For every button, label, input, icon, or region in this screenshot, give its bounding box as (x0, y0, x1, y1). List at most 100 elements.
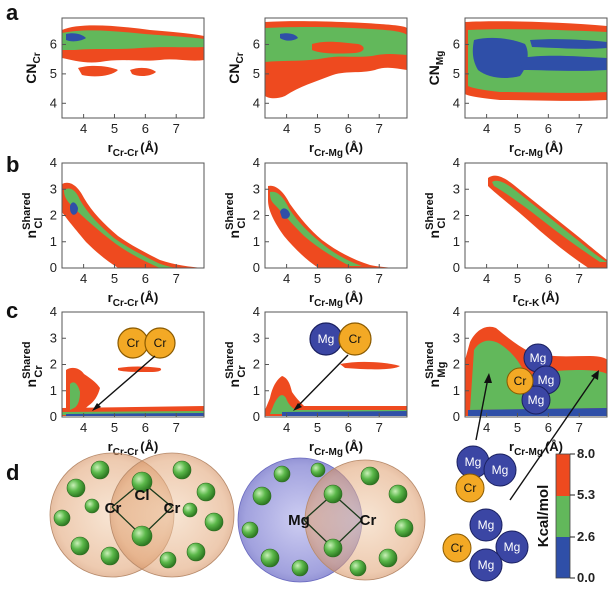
cl-atom-icon (131, 525, 153, 547)
cr-atom-icon (442, 533, 472, 563)
row_b-plot-2-axes: 4 5 6 7 0 1 2 3 4 rCr-K (Å) nSharedCl (424, 155, 583, 309)
y-tick-label: 0 (50, 260, 57, 275)
y-tick-label: 3 (253, 181, 260, 196)
plot-a-cn-mg-vs-r-cr-mg (464, 17, 608, 119)
x-tick-label: 6 (345, 121, 352, 136)
y-tick-label: 3 (253, 330, 260, 345)
cl-atom-icon (388, 484, 408, 504)
cr-label: Cr (164, 500, 181, 517)
x-tick-label: 7 (376, 420, 383, 435)
y-axis-label: nSharedCl (424, 193, 448, 239)
x-tick-label: 4 (283, 420, 290, 435)
x-tick-label: 4 (483, 420, 490, 435)
y-axis-label: CNCr (23, 52, 43, 83)
cl-atom-icon (349, 559, 367, 577)
y-tick-label: 2 (253, 208, 260, 223)
row_c-plot-1-axes: 4 5 6 7 0 1 2 3 4 rCr-Mg (Å) nSharedCr (224, 304, 383, 458)
pointer-arrow (475, 377, 489, 441)
pointer-arrow (94, 355, 156, 409)
panel-d-cr-cr-structure: Cl Cr Cr (49, 452, 235, 578)
plot-a-cn-cr-vs-r-cr-cr (61, 17, 205, 119)
x-tick-label: 6 (345, 420, 352, 435)
x-tick-label: 5 (514, 121, 521, 136)
y-tick-label: 5 (453, 66, 460, 81)
x-tick-label: 4 (80, 271, 87, 286)
cl-atom-icon (204, 512, 224, 532)
x-tick-label: 5 (111, 271, 118, 286)
y-tick-label: 0 (453, 409, 460, 424)
x-tick-label: 5 (111, 121, 118, 136)
cl-atom-icon (182, 502, 198, 518)
y-tick-label: 3 (453, 181, 460, 196)
cr-label: Cr (127, 336, 140, 350)
cl-atom-icon (394, 518, 414, 538)
y-tick-label: 4 (253, 155, 260, 170)
y-tick-label: 0 (253, 260, 260, 275)
inset-mg-cr-pair: Mg Cr (293, 322, 372, 411)
x-tick-label: 4 (483, 121, 490, 136)
mg-atom-icon (521, 385, 551, 415)
colorbar-tick-2-6: 2.6 (577, 529, 595, 544)
y-tick-label: 2 (50, 357, 57, 372)
cl-atom-icon (159, 551, 177, 569)
x-tick-label: 7 (173, 271, 180, 286)
cr-atom-icon (144, 327, 176, 359)
mg-label: Mg (538, 373, 555, 387)
colorbar-tick-0: 0.0 (577, 570, 595, 585)
cl-atom-icon (323, 484, 343, 504)
y-axis-label: nSharedCr (224, 342, 248, 388)
mg-label: Mg (288, 512, 310, 529)
panel-d-mg-cr-structure: Mg Cr (237, 457, 426, 583)
cl-atom-icon (66, 478, 86, 498)
y-tick-label: 3 (453, 330, 460, 345)
y-tick-label: 2 (453, 357, 460, 372)
y-tick-label: 1 (50, 383, 57, 398)
y-tick-label: 1 (50, 234, 57, 249)
y-tick-label: 6 (50, 36, 57, 51)
y-tick-label: 4 (50, 95, 57, 110)
y-axis-label: nSharedCl (21, 193, 45, 239)
y-tick-label: 2 (253, 357, 260, 372)
x-axis-label: rCr-Mg (Å) (309, 290, 363, 309)
x-tick-label: 6 (545, 420, 552, 435)
pointer-arrow (295, 354, 349, 409)
plot-b-nshared-cl-vs-r-cr-cr (61, 162, 205, 269)
y-tick-label: 2 (453, 208, 460, 223)
colorbar: 8.0 5.3 2.6 0.0 Kcal/mol (535, 446, 595, 585)
cl-atom-icon (196, 482, 216, 502)
mg-label: Mg (504, 540, 521, 554)
x-tick-label: 4 (483, 271, 490, 286)
y-tick-label: 3 (50, 181, 57, 196)
x-axis-label: rCr-Mg (Å) (509, 140, 563, 159)
mg-label: Mg (465, 455, 482, 469)
y-tick-label: 5 (50, 66, 57, 81)
y-tick-label: 4 (50, 304, 57, 319)
cr-label: Cr (360, 512, 377, 529)
inset-cr-cr-pair: Cr Cr (92, 327, 176, 411)
row_b-plot-0-axes: 4 5 6 7 0 1 2 3 4 rCr-Cr (Å) nSharedCl (21, 155, 180, 309)
cl-atom-icon (360, 466, 380, 486)
x-tick-label: 4 (80, 420, 87, 435)
cl-atom-icon (291, 559, 309, 577)
y-tick-label: 1 (253, 383, 260, 398)
y-tick-label: 4 (253, 95, 260, 110)
x-axis-label: rCr-K (Å) (513, 290, 560, 309)
cr-label: Cr (451, 541, 464, 555)
y-tick-label: 6 (453, 36, 460, 51)
y-tick-label: 4 (453, 95, 460, 110)
cluster-mg3-cr: Mg Mg Mg Cr (442, 508, 529, 582)
row_b-plot-1-axes: 4 5 6 7 0 1 2 3 4 rCr-Mg (Å) nSharedCl (224, 155, 383, 309)
colorbar-title: Kcal/mol (535, 485, 552, 548)
x-tick-label: 5 (314, 420, 321, 435)
x-axis-label: rCr-Cr (Å) (108, 439, 159, 458)
row_a-plot-1-axes: 4 5 6 7 4 5 6 rCr-Mg (Å) CNCr (226, 36, 383, 159)
mg-label: Mg (530, 351, 547, 365)
colorbar-gradient (555, 453, 571, 579)
panel-letter-c: c (6, 298, 18, 323)
cl-atom-icon (90, 460, 110, 480)
mg-label: Mg (492, 463, 509, 477)
x-tick-label: 7 (376, 271, 383, 286)
cl-atom-icon (70, 536, 90, 556)
x-tick-label: 6 (142, 121, 149, 136)
